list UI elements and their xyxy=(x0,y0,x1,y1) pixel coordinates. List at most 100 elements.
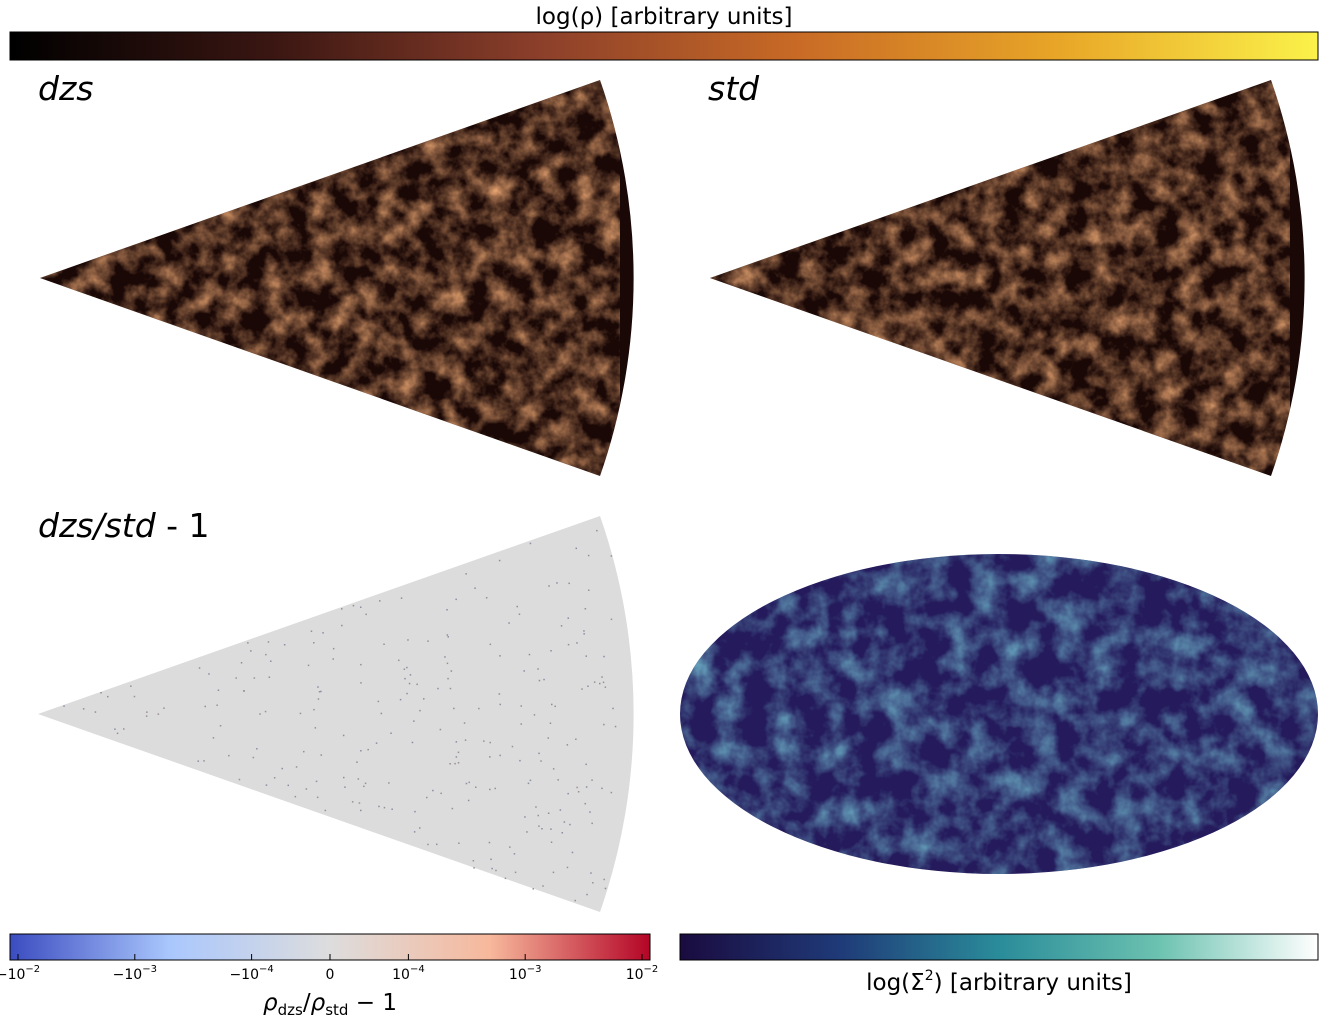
difference-speck xyxy=(94,711,97,713)
difference-speck xyxy=(571,851,574,854)
difference-speck xyxy=(542,885,544,887)
difference-speck xyxy=(538,752,540,755)
difference-speck xyxy=(243,690,245,692)
difference-speck xyxy=(560,625,563,627)
difference-speck xyxy=(295,766,298,768)
difference-speck xyxy=(485,597,488,599)
difference-speck xyxy=(483,740,485,742)
difference-speck xyxy=(314,727,317,729)
top-colorbar xyxy=(9,31,1319,61)
difference-speck xyxy=(602,681,605,684)
difference-speck xyxy=(436,843,438,846)
difference-speck xyxy=(449,687,452,690)
difference-speck xyxy=(451,807,454,810)
difference-speck xyxy=(472,860,475,862)
difference-tick-label: 10−3 xyxy=(509,964,542,983)
difference-speck xyxy=(518,613,521,615)
difference-speck xyxy=(590,872,592,874)
difference-speck xyxy=(264,710,267,713)
difference-speck xyxy=(400,597,403,599)
difference-speck xyxy=(576,642,578,644)
difference-speck xyxy=(603,878,605,881)
difference-speck xyxy=(514,871,517,874)
difference-speck xyxy=(556,582,558,584)
difference-speck xyxy=(523,670,525,672)
difference-speck xyxy=(388,782,390,784)
difference-speck xyxy=(603,723,605,726)
difference-speck xyxy=(457,762,460,764)
difference-tick-label: 10−4 xyxy=(392,964,425,983)
difference-speck xyxy=(107,695,109,698)
difference-speck xyxy=(587,685,589,687)
difference-speck xyxy=(133,695,136,698)
difference-speck xyxy=(592,882,594,884)
difference-speck xyxy=(299,712,302,715)
difference-speck xyxy=(589,811,591,813)
difference-speck xyxy=(591,822,593,825)
difference-speck xyxy=(604,887,607,890)
difference-speck xyxy=(491,867,493,870)
difference-speck xyxy=(603,655,605,658)
sigma-label-pre: log(Σ xyxy=(866,970,925,996)
panel-label-difference-tail: - 1 xyxy=(156,506,210,545)
difference-speck xyxy=(380,712,383,715)
difference-speck xyxy=(585,763,587,766)
difference-speck xyxy=(575,738,577,740)
difference-speck xyxy=(463,722,466,724)
difference-speck xyxy=(581,688,583,690)
difference-speck xyxy=(303,750,305,753)
difference-speck xyxy=(494,787,496,790)
difference-speck xyxy=(566,866,569,869)
difference-speck xyxy=(316,796,319,799)
difference-speck xyxy=(375,742,378,744)
difference-speck xyxy=(440,792,442,795)
difference-speck xyxy=(550,828,552,830)
sigma-label-post: ) [arbitrary units] xyxy=(934,970,1132,996)
panel-label-dzs: dzs xyxy=(38,69,93,108)
difference-speck xyxy=(383,806,386,809)
difference-speck xyxy=(526,831,528,833)
difference-speck xyxy=(604,686,607,688)
sigma-colorbar-label: log(Σ2) [arbitrary units] xyxy=(866,968,1132,996)
difference-speck xyxy=(566,744,569,746)
difference-speck xyxy=(123,728,125,730)
difference-speck xyxy=(407,639,409,641)
difference-speck xyxy=(535,806,537,808)
difference-speck xyxy=(281,767,283,770)
difference-speck xyxy=(468,781,470,784)
difference-speck xyxy=(446,634,449,636)
label-minus-one: − 1 xyxy=(348,990,397,1016)
difference-speck xyxy=(550,650,552,652)
difference-speck xyxy=(576,786,578,789)
difference-speck xyxy=(332,658,334,660)
difference-speck xyxy=(499,655,501,657)
difference-speck xyxy=(409,674,412,676)
difference-speck xyxy=(520,705,522,707)
difference-speck xyxy=(315,780,318,783)
sigma-colorbar xyxy=(679,933,1319,961)
difference-speck xyxy=(585,786,588,788)
difference-speck xyxy=(554,705,556,708)
difference-speck xyxy=(403,668,406,670)
difference-speck xyxy=(591,779,593,781)
difference-speck xyxy=(568,582,570,585)
difference-speck xyxy=(100,692,102,694)
difference-speck xyxy=(219,725,222,727)
difference-speck xyxy=(259,713,261,715)
difference-speck xyxy=(584,802,586,805)
difference-speck xyxy=(559,809,562,811)
difference-speck xyxy=(332,647,335,650)
difference-speck xyxy=(145,715,148,717)
difference-speck xyxy=(390,732,392,734)
difference-speck xyxy=(599,682,601,685)
difference-speck xyxy=(548,585,550,587)
difference-speck xyxy=(411,741,414,744)
difference-speck xyxy=(313,708,315,711)
label-sub-dzs: dzs xyxy=(278,1001,303,1019)
difference-speck xyxy=(490,858,492,861)
panel-dzs: dzs xyxy=(38,69,634,476)
difference-speck xyxy=(465,782,468,785)
sigma-label-sup: 2 xyxy=(925,968,934,984)
difference-speck xyxy=(408,682,411,685)
difference-tick-label: −10−2 xyxy=(0,964,40,983)
